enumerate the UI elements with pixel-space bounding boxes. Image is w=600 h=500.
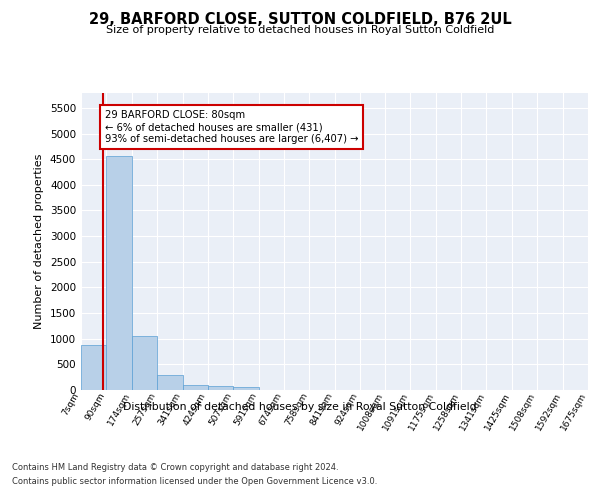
Text: Contains HM Land Registry data © Crown copyright and database right 2024.: Contains HM Land Registry data © Crown c… bbox=[12, 462, 338, 471]
Bar bbox=[208, 386, 233, 390]
Y-axis label: Number of detached properties: Number of detached properties bbox=[34, 154, 44, 329]
Text: 29 BARFORD CLOSE: 80sqm
← 6% of detached houses are smaller (431)
93% of semi-de: 29 BARFORD CLOSE: 80sqm ← 6% of detached… bbox=[105, 110, 358, 144]
Text: Size of property relative to detached houses in Royal Sutton Coldfield: Size of property relative to detached ho… bbox=[106, 25, 494, 35]
Bar bbox=[182, 386, 208, 390]
Bar bbox=[157, 376, 182, 390]
Bar bbox=[132, 336, 157, 390]
Text: 29, BARFORD CLOSE, SUTTON COLDFIELD, B76 2UL: 29, BARFORD CLOSE, SUTTON COLDFIELD, B76… bbox=[89, 12, 511, 28]
Bar bbox=[106, 156, 132, 390]
Text: Contains public sector information licensed under the Open Government Licence v3: Contains public sector information licen… bbox=[12, 478, 377, 486]
Bar bbox=[81, 346, 106, 390]
Text: Distribution of detached houses by size in Royal Sutton Coldfield: Distribution of detached houses by size … bbox=[123, 402, 477, 412]
Bar bbox=[233, 387, 259, 390]
